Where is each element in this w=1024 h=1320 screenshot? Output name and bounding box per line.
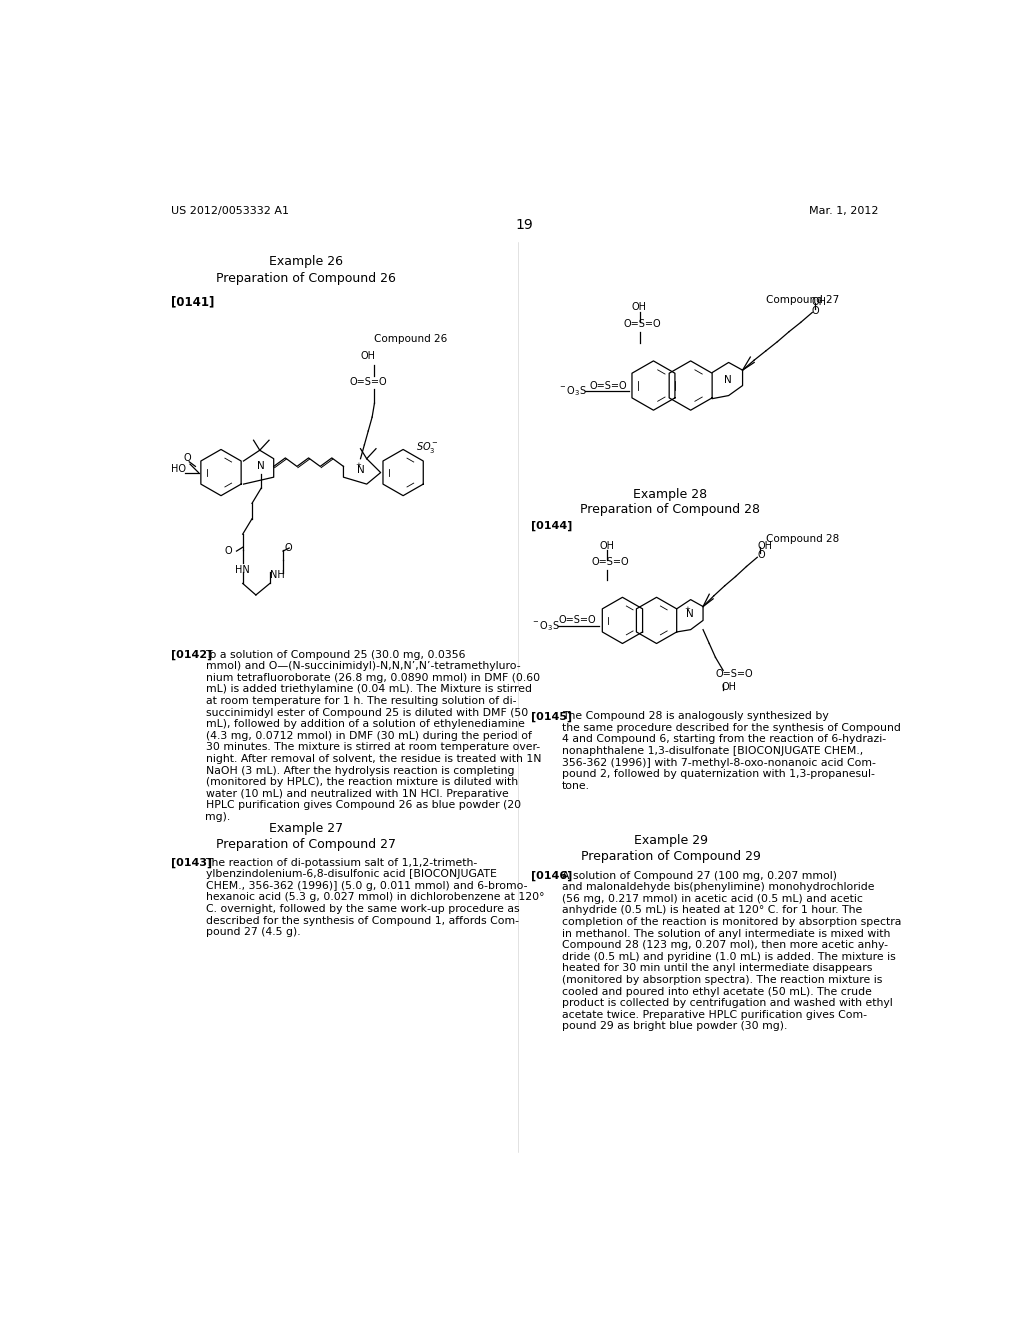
Text: N: N — [257, 462, 265, 471]
Text: O: O — [225, 546, 232, 556]
Text: [0146]: [0146] — [531, 871, 572, 880]
Text: O=S=O: O=S=O — [558, 615, 596, 626]
Text: Preparation of Compound 27: Preparation of Compound 27 — [216, 837, 396, 850]
Text: OH: OH — [360, 351, 376, 360]
Text: O: O — [285, 543, 292, 553]
Text: A solution of Compound 27 (100 mg, 0.207 mmol)
and malonaldehyde bis(phenylimine: A solution of Compound 27 (100 mg, 0.207… — [562, 871, 901, 1031]
Text: Preparation of Compound 26: Preparation of Compound 26 — [216, 272, 396, 285]
Text: O: O — [812, 306, 819, 315]
Text: +: + — [355, 462, 361, 467]
Text: O: O — [758, 550, 765, 560]
Text: O=S=O: O=S=O — [624, 319, 662, 329]
Text: O: O — [184, 453, 191, 463]
Text: [0142]: [0142] — [171, 649, 212, 660]
Text: [0145]: [0145] — [531, 711, 572, 722]
Text: $SO_3^-$: $SO_3^-$ — [417, 441, 439, 455]
Text: Example 26: Example 26 — [269, 255, 343, 268]
Text: Example 28: Example 28 — [634, 488, 708, 502]
Text: Example 29: Example 29 — [634, 834, 708, 847]
Text: OH: OH — [812, 297, 826, 308]
Text: 19: 19 — [516, 218, 534, 232]
Text: Preparation of Compound 29: Preparation of Compound 29 — [581, 850, 761, 863]
Text: To a solution of Compound 25 (30.0 mg, 0.0356
mmol) and O—(N-succinimidyl)-N,N,N: To a solution of Compound 25 (30.0 mg, 0… — [206, 649, 541, 822]
Text: O=S=O: O=S=O — [592, 557, 629, 566]
Text: NH: NH — [270, 570, 285, 579]
Text: US 2012/0053332 A1: US 2012/0053332 A1 — [171, 206, 289, 216]
Text: Compound 26: Compound 26 — [375, 334, 447, 345]
Text: O=S=O: O=S=O — [716, 668, 753, 678]
Text: Example 27: Example 27 — [269, 822, 343, 836]
Text: Compound 28: Compound 28 — [766, 535, 839, 544]
Text: $^-$O$_3$S: $^-$O$_3$S — [558, 384, 587, 397]
Text: [0141]: [0141] — [171, 296, 214, 309]
Text: +: + — [685, 606, 690, 612]
Text: N: N — [724, 375, 732, 385]
Text: N: N — [356, 465, 365, 475]
Text: HN: HN — [236, 565, 250, 576]
Text: Preparation of Compound 28: Preparation of Compound 28 — [581, 503, 761, 516]
Text: OH: OH — [722, 681, 736, 692]
Text: N: N — [686, 610, 693, 619]
Text: [0143]: [0143] — [171, 858, 212, 867]
Text: OH: OH — [632, 302, 647, 312]
Text: HO: HO — [171, 465, 185, 474]
Text: OH: OH — [599, 541, 614, 550]
Text: Compound 27: Compound 27 — [766, 296, 839, 305]
Text: O=S=O: O=S=O — [349, 376, 387, 387]
Text: O=S=O: O=S=O — [589, 380, 627, 391]
Text: $^-$O$_3$S: $^-$O$_3$S — [531, 619, 560, 632]
Text: The reaction of di-potassium salt of 1,1,2-trimeth-
ylbenzindolenium-6,8-disulfo: The reaction of di-potassium salt of 1,1… — [206, 858, 544, 937]
Text: OH: OH — [758, 541, 772, 552]
Text: The Compound 28 is analogously synthesized by
the same procedure described for t: The Compound 28 is analogously synthesiz… — [562, 711, 901, 791]
Text: Mar. 1, 2012: Mar. 1, 2012 — [810, 206, 879, 216]
Text: [0144]: [0144] — [531, 520, 572, 531]
